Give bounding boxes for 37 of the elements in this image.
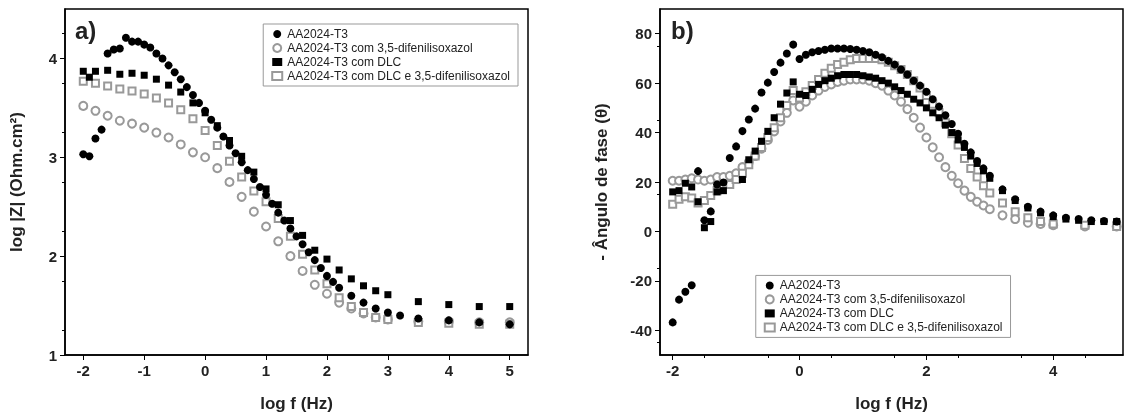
y-tick-label: 80 (635, 25, 652, 43)
x-tick-label: 2 (322, 362, 332, 379)
y-tick-label: 60 (635, 74, 652, 92)
y-axis-title: - Ângulo de fase (θ) (592, 103, 611, 261)
x-tick-label: -1 (137, 362, 151, 379)
x-tick-label: -2 (666, 362, 680, 379)
y-tick-label: 0 (643, 222, 652, 240)
y-tick-label: 4 (48, 49, 58, 67)
legend-label: AA2024-T3 com 3,5-difenilisoxazol (287, 41, 473, 55)
x-tick-label: 5 (505, 362, 514, 379)
x-axis-title: log f (Hz) (855, 394, 928, 413)
legend-label: AA2024-T3 (287, 27, 349, 41)
y-tick-label: 2 (48, 247, 57, 265)
chart-title: a) (75, 16, 97, 44)
y-tick-label: 40 (635, 124, 652, 142)
x-axis-title: log f (Hz) (260, 394, 333, 413)
chart-title: b) (671, 16, 694, 44)
y-tick-label: 20 (635, 173, 652, 191)
y-tick-label: 1 (48, 346, 57, 364)
y-tick-label: -40 (630, 321, 652, 339)
x-tick-label: 1 (261, 362, 271, 379)
legend-label: AA2024-T3 com DLC e 3,5-difenilisoxazol (779, 320, 1003, 335)
x-tick-label: 4 (1049, 362, 1059, 379)
x-tick-label: 0 (200, 362, 210, 379)
legend-label: AA2024-T3 com DLC e 3,5-difenilisoxazol (287, 69, 511, 83)
legend-label: AA2024-T3 com DLC (779, 306, 895, 321)
x-tick-label: 4 (444, 362, 454, 379)
x-tick-label: 0 (795, 362, 804, 379)
x-tick-label: -2 (76, 362, 90, 379)
y-tick-label: -20 (630, 272, 652, 290)
legend-label: AA2024-T3 (779, 278, 841, 293)
x-tick-label: 3 (383, 362, 393, 379)
x-tick-label: 2 (922, 362, 931, 379)
legend-label: AA2024-T3 com DLC (287, 55, 402, 69)
y-axis-title: log |Z| (Ohm.cm²) (7, 112, 26, 252)
legend-label: AA2024-T3 com 3,5-difenilisoxazol (779, 292, 966, 307)
y-tick-label: 3 (48, 148, 57, 166)
